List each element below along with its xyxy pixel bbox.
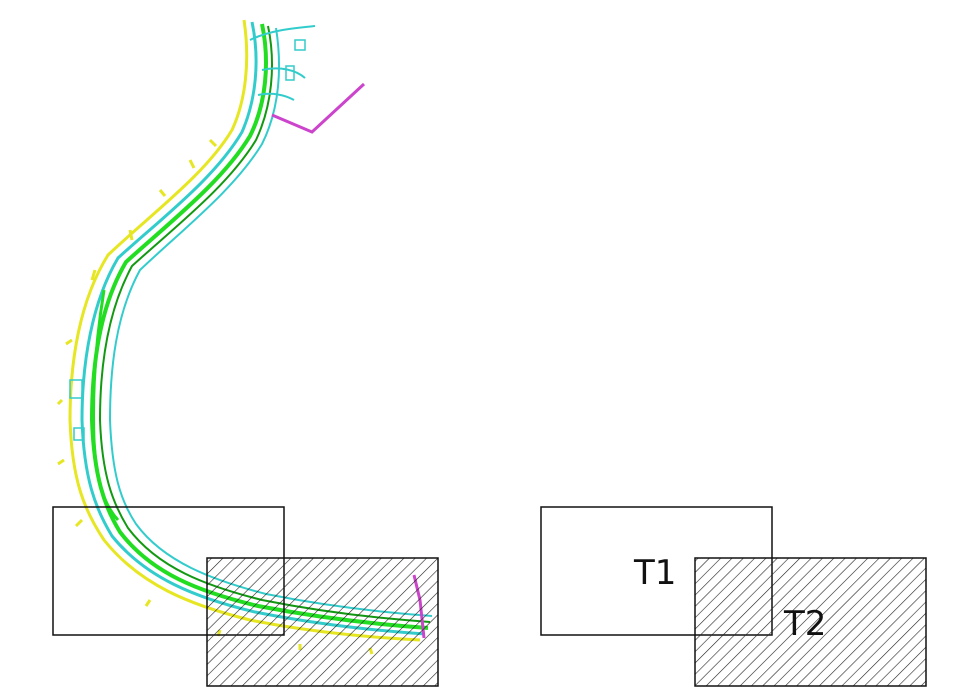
- tile-label-t1: T1: [633, 553, 676, 593]
- road-centerline-green-2: [98, 25, 431, 623]
- road-island: [91, 289, 120, 522]
- schematic-tile-t2: [694, 557, 927, 687]
- road-edge-cyan: [80, 21, 426, 636]
- building-blocks: [69, 39, 306, 441]
- tile-label-t2: T2: [783, 604, 826, 644]
- pier-magenta: [271, 82, 366, 134]
- map-tile-t2-hatched: [206, 557, 439, 687]
- road-ramp-top: [249, 25, 316, 101]
- road-centerline-green: [89, 23, 429, 630]
- road-edge-cyan-inner: [108, 27, 433, 617]
